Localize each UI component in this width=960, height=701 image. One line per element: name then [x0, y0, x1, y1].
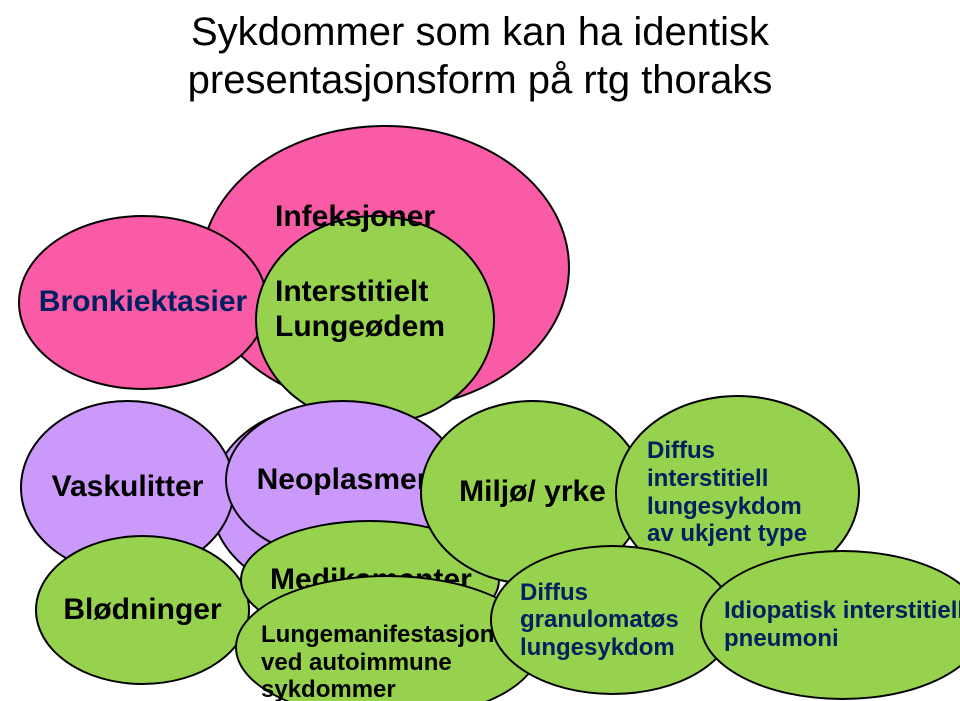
bubble-label-blodninger: Blødninger: [63, 593, 221, 628]
bubble-label-vaskulitter: Vaskulitter: [52, 470, 204, 505]
bubble-label-diffus-granulomatos: Diffus granulomatøs lungesykdom: [520, 579, 679, 662]
diagram-stage: Sykdommer som kan ha identisk presentasj…: [0, 0, 960, 701]
bubble-label-diffus-interstitiell: Diffus interstitiell lungesykdom av ukje…: [647, 437, 807, 547]
bubble-label-miljo-yrke: Miljø/ yrke: [459, 475, 606, 510]
bubble-label-neoplasmer: Neoplasmer: [257, 463, 429, 498]
slide-title: Sykdommer som kan ha identisk presentasj…: [0, 8, 960, 104]
bubble-label-idiopatisk: Idiopatisk interstitiell pneumoni: [724, 597, 960, 652]
bubble-diffus-granulomatos: Diffus granulomatøs lungesykdom: [490, 545, 735, 695]
floating-label-infeksjoner-label: Infeksjoner: [275, 200, 435, 235]
bubble-label-lungemanifestasjoner: Lungemanifestasjoner ved autoimmune sykd…: [261, 621, 517, 701]
bubble-idiopatisk: Idiopatisk interstitiell pneumoni: [700, 550, 960, 700]
bubble-blodninger: Blødninger: [35, 535, 250, 685]
bubble-bronkiektasier: Bronkiektasier: [18, 215, 268, 390]
bubble-label-bronkiektasier: Bronkiektasier: [39, 285, 247, 320]
floating-label-interstitielt-label: Interstitielt Lungeødem: [275, 275, 445, 344]
